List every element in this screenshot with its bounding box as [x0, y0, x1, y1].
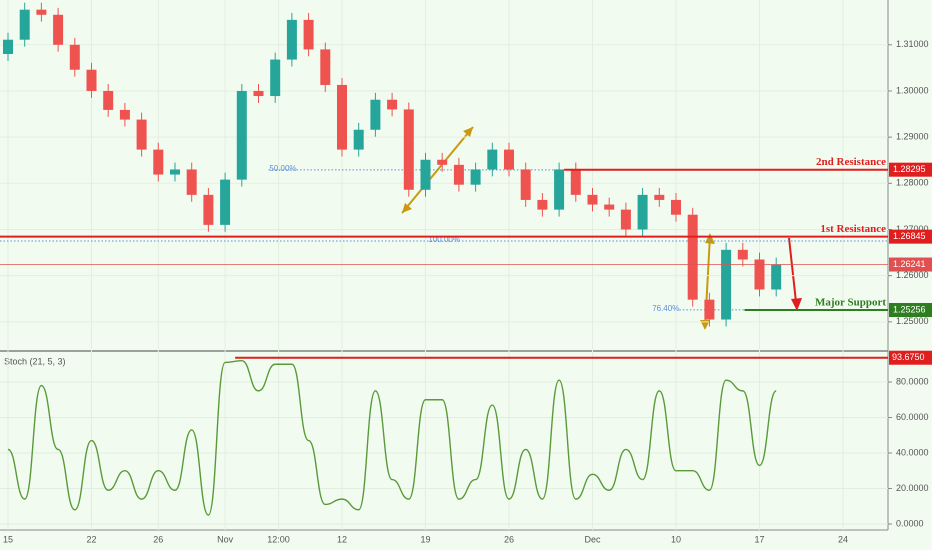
candle-body: [253, 90, 264, 97]
candle-body: [53, 14, 64, 45]
candle-body: [236, 90, 247, 180]
indicator-name: Stoch (21, 5, 3): [4, 356, 66, 366]
level-badge: [889, 350, 932, 365]
x-tick-label: 19: [420, 534, 430, 544]
candle-body: [503, 149, 514, 170]
candle-body: [303, 19, 314, 50]
candle-body: [537, 199, 548, 210]
price-badge-label: 1.26241: [893, 259, 926, 269]
candle-body: [687, 214, 698, 300]
x-tick-label: 10: [671, 534, 681, 544]
y-tick-label: 20.0000: [896, 483, 929, 493]
candle-body: [320, 49, 331, 85]
candle-body: [2, 39, 13, 55]
level-label: Major Support: [815, 297, 886, 309]
candle-body: [119, 109, 130, 120]
y-tick-label: 1.25000: [896, 316, 929, 326]
level-badge: [889, 162, 932, 177]
candle-body: [86, 69, 97, 91]
level-badge-label: 93.6750: [892, 352, 925, 362]
candle-body: [604, 204, 615, 210]
candle-body: [470, 169, 481, 185]
candle-body: [103, 90, 114, 110]
x-tick-label: 12:00: [267, 534, 290, 544]
candle-body: [69, 44, 80, 70]
y-tick-label: 1.31000: [896, 39, 929, 49]
level-label: 1st Resistance: [820, 223, 886, 235]
candle-body: [704, 299, 715, 320]
x-tick-label: 12: [337, 534, 347, 544]
arrow-head: [700, 320, 710, 330]
candle-body: [203, 194, 214, 225]
candle-body: [186, 169, 197, 195]
candle-body: [353, 129, 364, 150]
x-tick-label: 24: [838, 534, 848, 544]
candle-body: [771, 264, 782, 290]
red-arrow: [788, 237, 797, 303]
x-tick-label: 15: [3, 534, 13, 544]
price-badge: [889, 257, 932, 272]
y-tick-label: 1.28000: [896, 178, 929, 188]
candle-body: [36, 9, 47, 15]
candle-body: [721, 249, 732, 320]
fib-label: 100.00%: [428, 235, 460, 244]
x-tick-label: 26: [504, 534, 514, 544]
x-tick-label: Nov: [217, 534, 234, 544]
candle-body: [453, 164, 464, 185]
y-tick-label: 0.0000: [896, 518, 924, 528]
candle-body: [670, 199, 681, 215]
arrow-head: [463, 127, 473, 137]
y-tick-label: 1.27000: [896, 224, 929, 234]
candle-body: [169, 169, 180, 175]
candle-body: [620, 209, 631, 230]
candle-body: [136, 119, 147, 150]
level-badge-label: 1.28295: [893, 164, 926, 174]
level-badge-label: 1.26845: [893, 231, 926, 241]
y-tick-label: 80.0000: [896, 376, 929, 386]
candle-body: [554, 169, 565, 210]
candle-body: [437, 159, 448, 165]
candle-body: [286, 19, 297, 60]
x-tick-label: Dec: [584, 534, 601, 544]
arrow-head: [791, 298, 802, 311]
candle-body: [487, 149, 498, 170]
arrow-head: [402, 203, 412, 213]
candle-body: [754, 259, 765, 290]
candle-body: [403, 109, 414, 190]
x-tick-label: 22: [86, 534, 96, 544]
x-tick-label: 26: [153, 534, 163, 544]
y-tick-label: 1.30000: [896, 85, 929, 95]
candle-body: [153, 149, 164, 175]
candle-body: [220, 179, 231, 225]
x-tick-label: 17: [754, 534, 764, 544]
y-tick-label: 40.0000: [896, 447, 929, 457]
y-tick-label: 60.0000: [896, 412, 929, 422]
level-badge: [889, 229, 932, 244]
candle-body: [654, 194, 665, 200]
candle-body: [387, 99, 398, 110]
candle-body: [570, 169, 581, 195]
fib-label: 76.40%: [652, 304, 679, 313]
candle-body: [637, 194, 648, 230]
fib-label: 50.00%: [269, 164, 296, 173]
candle-body: [737, 249, 748, 260]
candle-body: [587, 194, 598, 205]
candle-body: [420, 159, 431, 190]
level-badge-label: 1.25256: [893, 304, 926, 314]
y-tick-label: 1.29000: [896, 132, 929, 142]
level-label: 2nd Resistance: [816, 156, 886, 168]
level-badge: [889, 303, 932, 318]
candle-body: [370, 99, 381, 130]
candle-body: [19, 9, 30, 40]
candle-body: [520, 169, 531, 200]
candle-body: [270, 59, 281, 97]
candle-body: [336, 84, 347, 150]
y-tick-label: 1.26000: [896, 270, 929, 280]
stoch-line: [7, 359, 777, 516]
